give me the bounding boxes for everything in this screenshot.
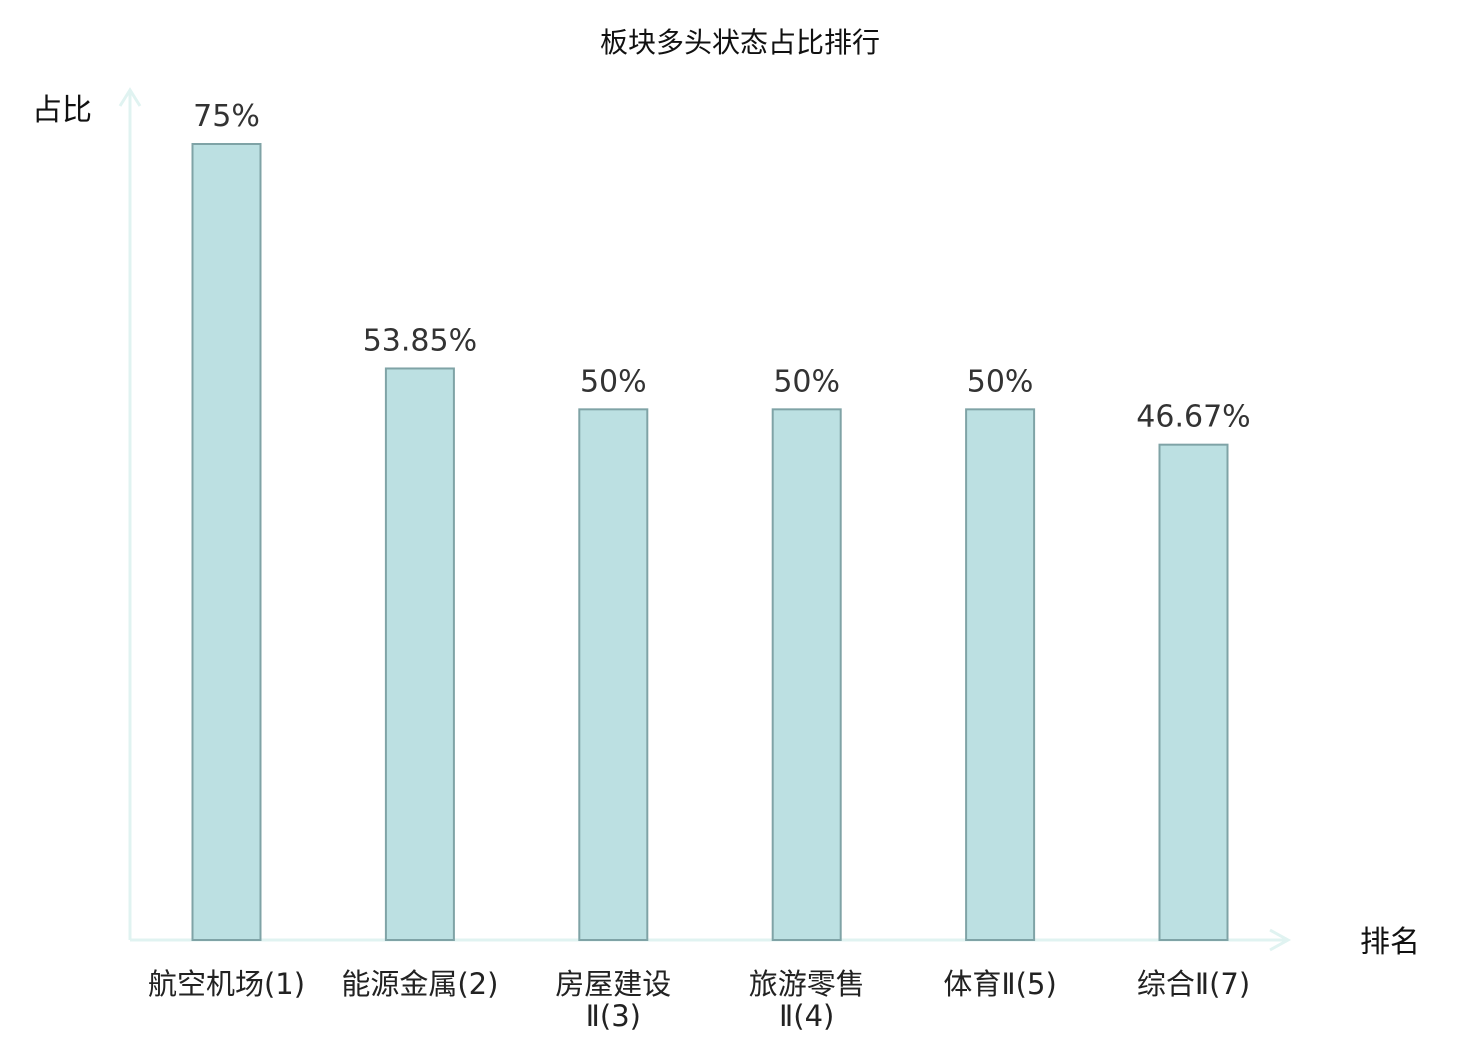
chart-title: 板块多头状态占比排行 (600, 26, 880, 59)
bar-value-label: 50% (773, 364, 840, 399)
category-label-line2: Ⅱ(4) (779, 999, 834, 1033)
y-axis-arrow (118, 87, 142, 107)
bar (965, 408, 1036, 942)
bar (1158, 443, 1229, 941)
x-axis-label: 排名 (1360, 925, 1420, 960)
bar-value-label: 53.85% (363, 323, 477, 358)
category-label: 房屋建设 (555, 967, 671, 1001)
bar (384, 367, 455, 941)
x-axis-arrow (1269, 928, 1292, 952)
category-label-line2: Ⅱ(3) (586, 999, 641, 1033)
category-label: 能源金属(2) (341, 967, 498, 1001)
category-label: 综合Ⅱ(7) (1137, 967, 1250, 1001)
bar (771, 408, 842, 942)
bar-value-label: 50% (580, 364, 647, 399)
y-axis-label: 占比 (32, 93, 92, 128)
category-label: 体育Ⅱ(5) (943, 967, 1056, 1001)
value-labels-group: 75% 53.85% 50% 50% 50% 46.67% (193, 99, 1251, 435)
category-label: 旅游零售 (749, 967, 865, 1001)
bars-group (191, 143, 1229, 942)
bar (191, 143, 262, 941)
bar-value-label: 46.67% (1136, 400, 1250, 435)
bar (578, 408, 649, 942)
bar-value-label: 75% (193, 99, 260, 134)
bar-value-label: 50% (967, 364, 1034, 399)
category-label: 航空机场(1) (148, 967, 305, 1001)
